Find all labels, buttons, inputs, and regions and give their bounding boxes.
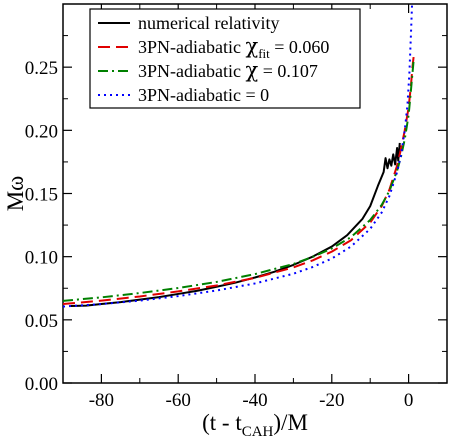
x-tick-label: -20 [319,390,344,411]
series-line-2 [63,60,415,302]
legend-label-2: 3PN-adiabatic χ = 0.107 [138,58,318,82]
legend-box [89,8,361,109]
x-tick-label: -40 [242,390,267,411]
x-tick-label: -80 [89,390,114,411]
y-tick-label: 0.05 [25,311,58,332]
y-tick-label: 0.15 [25,185,58,206]
series-line-3 [63,4,414,308]
y-tick-label: 0.20 [25,121,58,142]
x-tick-label: -60 [166,390,191,411]
series-layer [63,4,415,308]
y-axis-label: Mω [3,176,28,212]
series-line-0 [70,142,401,307]
legend-label-1: 3PN-adiabatic χfit = 0.060 [138,34,329,61]
legend-label-0: numerical relativity [138,13,279,33]
x-axis-label: (t - tCAH)/M [202,410,308,440]
y-tick-label: 0.00 [25,374,58,395]
y-tick-label: 0.10 [25,248,58,269]
y-tick-label: 0.25 [25,58,58,79]
x-tick-label: 0 [404,390,414,411]
axis-ticks: -80 -60 -40 -20 0 0.00 0.05 0.10 0.15 0.20 0.25 [25,4,448,411]
legend-label-3: 3PN-adiabatic = 0 [138,85,269,105]
